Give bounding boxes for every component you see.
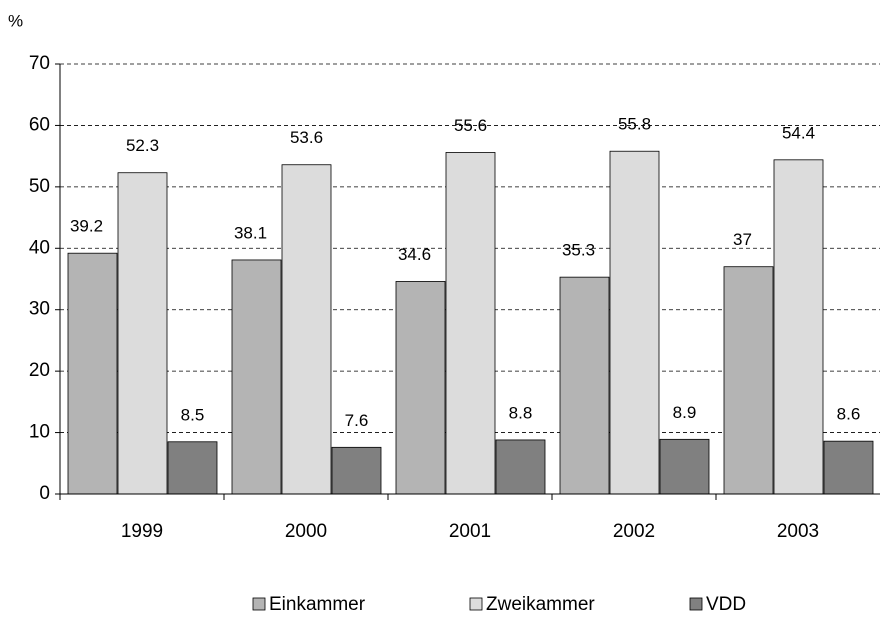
bar xyxy=(281,164,332,495)
x-tick-label: 2002 xyxy=(613,521,655,542)
bar xyxy=(559,276,610,495)
value-label: 53.6 xyxy=(290,128,323,147)
x-tick-label: 2001 xyxy=(449,521,491,542)
legend-label: Einkammer xyxy=(269,594,366,615)
bar xyxy=(659,438,710,495)
y-tick-label: 0 xyxy=(39,483,50,504)
y-tick-label: 40 xyxy=(29,237,50,258)
bar xyxy=(167,441,218,495)
legend-swatch xyxy=(469,597,483,611)
value-label: 34.6 xyxy=(398,245,431,264)
bar xyxy=(495,439,546,495)
bar xyxy=(231,259,282,495)
x-tick-label: 2003 xyxy=(777,521,819,542)
legend-label: Zweikammer xyxy=(486,594,595,615)
value-label: 8.6 xyxy=(837,405,861,424)
bar xyxy=(331,446,382,495)
x-tick-label: 2000 xyxy=(285,521,327,542)
value-label: 39.2 xyxy=(70,217,103,236)
bar xyxy=(723,266,774,495)
value-label: 8.8 xyxy=(509,403,533,422)
y-tick-label: 70 xyxy=(29,53,50,74)
legend-label: VDD xyxy=(706,594,746,615)
bar xyxy=(773,159,824,495)
value-label: 38.1 xyxy=(234,223,267,242)
y-tick-label: 10 xyxy=(29,422,50,443)
value-label: 8.9 xyxy=(673,403,697,422)
y-axis-label: % xyxy=(8,11,23,30)
bar xyxy=(67,252,118,495)
bar xyxy=(823,440,874,495)
y-tick-label: 50 xyxy=(29,176,50,197)
y-tick-label: 20 xyxy=(29,360,50,381)
bar xyxy=(445,152,496,495)
y-tick-label: 30 xyxy=(29,299,50,320)
legend-swatch xyxy=(252,597,266,611)
value-label: 52.3 xyxy=(126,136,159,155)
bar xyxy=(395,281,446,495)
bar xyxy=(117,172,168,495)
legend-swatch xyxy=(689,597,703,611)
value-label: 54.4 xyxy=(782,123,815,142)
x-tick-label: 1999 xyxy=(121,521,163,542)
value-label: 55.6 xyxy=(454,116,487,135)
y-tick-label: 60 xyxy=(29,114,50,135)
value-label: 8.5 xyxy=(181,405,205,424)
value-label: 55.8 xyxy=(618,115,651,134)
value-label: 7.6 xyxy=(345,411,369,430)
bar xyxy=(609,150,660,495)
value-label: 35.3 xyxy=(562,241,595,260)
value-label: 37 xyxy=(733,230,752,249)
